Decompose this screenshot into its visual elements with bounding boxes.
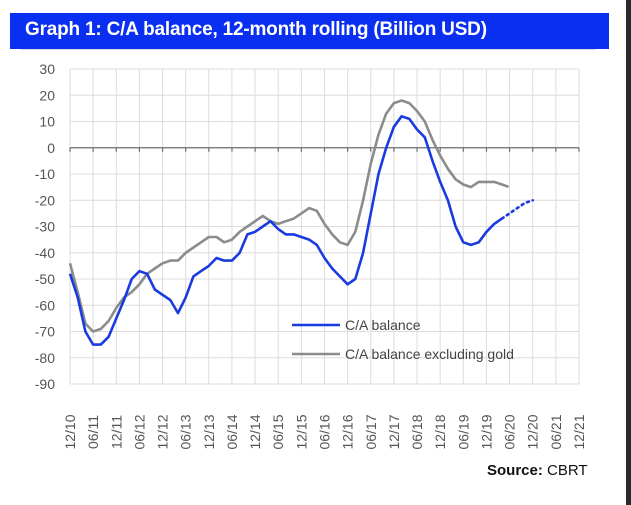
chart-title: Graph 1: C/A balance, 12-month rolling (… [25,19,487,40]
x-tick-label: 12/11 [108,415,124,449]
frame-divider [20,49,596,50]
x-tick-label: 12/16 [340,414,356,449]
x-tick-label: 12/14 [247,414,263,449]
x-tick-label: 06/19 [455,414,471,449]
y-tick-label: 30 [39,61,55,77]
x-tick-label: 12/12 [155,414,171,449]
source-note: Source: CBRT [487,462,588,479]
page-edge [626,0,631,505]
source-value: CBRT [547,462,588,479]
y-tick-label: -80 [35,350,55,366]
y-tick-label: 20 [39,87,55,103]
y-tick-label: -20 [35,192,55,208]
y-tick-label: -30 [35,219,55,235]
x-tick-label: 12/20 [525,414,541,449]
x-tick-label: 12/17 [386,414,402,449]
y-tick-label: -90 [35,376,55,392]
grid [69,68,580,385]
series-group [68,99,534,346]
projection-line-ca-ex-gold [500,183,511,189]
x-tick-label: 06/13 [178,414,194,449]
x-axis [69,147,580,152]
y-tick-label: -40 [35,245,55,261]
projection-line-ca-balance [500,199,534,220]
x-tick-label: 12/13 [201,414,217,449]
x-tick-label: 06/16 [317,414,333,449]
y-tick-label: -70 [35,324,55,340]
x-tick-label: 06/12 [131,414,147,449]
title-bar: Graph 1: C/A balance, 12-month rolling (… [10,13,609,49]
y-tick-label: -10 [35,166,55,182]
legend: C/A balance C/A balance excluding gold [292,317,514,362]
series-line-ca-balance [68,115,503,346]
x-tick-labels: 12/10 06/11 12/11 06/12 12/12 06/13 12/13 06/14… [62,414,587,449]
x-tick-label: 06/14 [224,414,240,449]
x-tick-label: 06/17 [363,414,379,449]
series-line-ca-ex-gold [68,99,503,333]
x-tick-label: 06/20 [502,414,518,449]
x-tick-label: 12/10 [62,414,78,449]
legend-label-ca-balance: C/A balance [345,317,421,333]
x-tick-label: 06/11 [85,415,101,449]
y-tick-label: 0 [47,140,55,156]
x-tick-label: 12/18 [432,414,448,449]
y-tick-label: -60 [35,297,55,313]
y-tick-labels: 30 20 10 0 -10 -20 -30 -40 -50 -60 -70 -80 -90 [35,61,55,392]
y-tick-label: 10 [39,114,55,130]
x-tick-label: 12/21 [571,414,587,449]
legend-label-ca-ex-gold: C/A balance excluding gold [345,346,514,362]
x-tick-label: 06/21 [548,414,564,449]
x-tick-label: 06/15 [270,414,286,449]
y-tick-label: -50 [35,271,55,287]
x-tick-label: 12/19 [478,414,494,449]
x-tick-label: 12/15 [293,414,309,449]
x-tick-label: 06/18 [409,414,425,449]
source-label: Source: [487,462,543,479]
